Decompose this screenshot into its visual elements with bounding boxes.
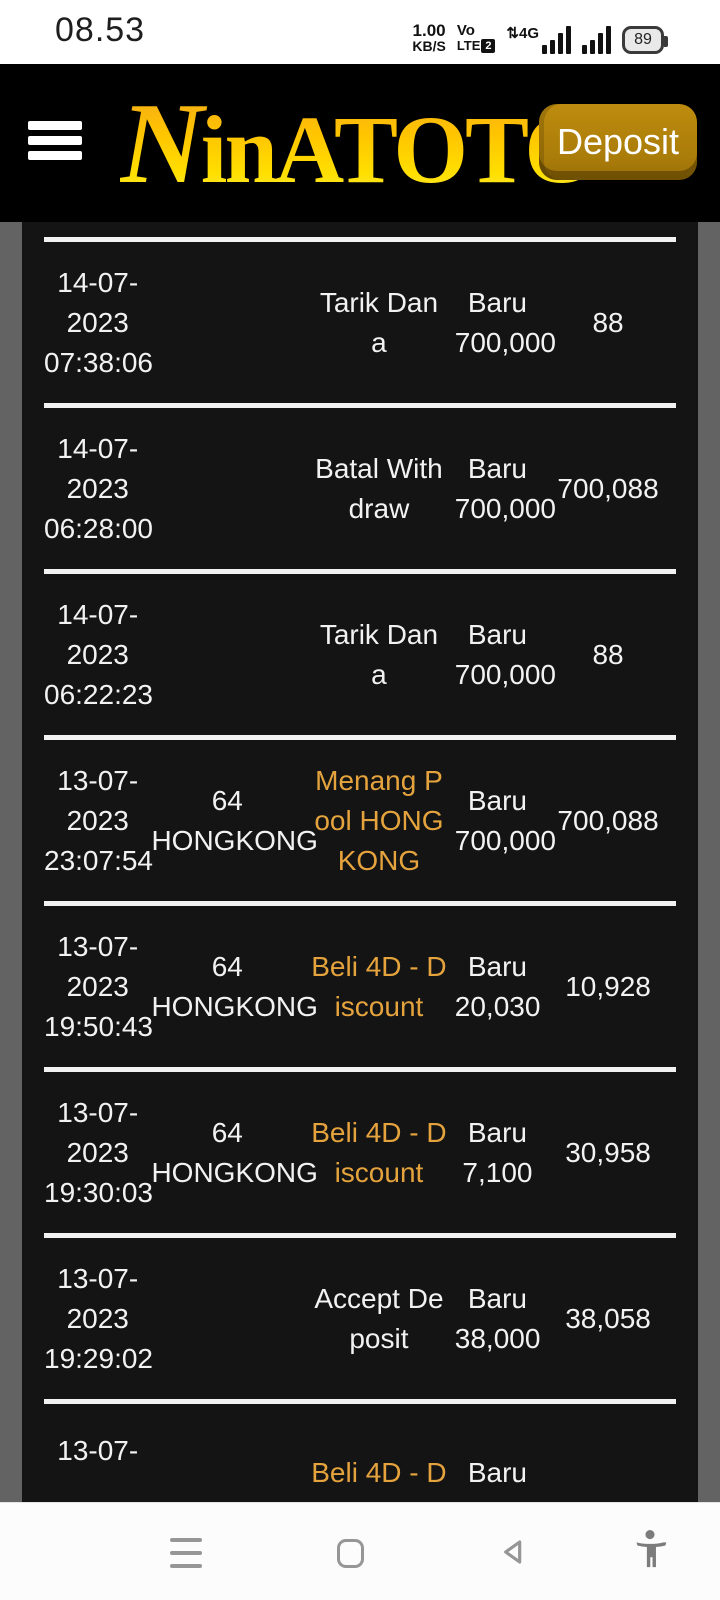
cell-transaction-type: Batal With draw (315, 452, 443, 524)
table-row: 14-07- 2023 06:28:00 Batal With draw Bar… (44, 403, 676, 569)
brand-logo: NinATOTO (120, 64, 596, 222)
cell-market: 64 HONGKONG (151, 784, 318, 856)
transactions-table: 14-07- 2023 07:38:06 Tarik Dan a Baru 70… (44, 237, 676, 1502)
accessibility-icon[interactable] (633, 1528, 667, 1578)
cell-datetime: 13-07- (57, 1435, 139, 1466)
cell-market: 64 HONGKONG (151, 950, 318, 1022)
home-icon[interactable] (337, 1539, 364, 1568)
cell-balance: 30,958 (565, 1136, 651, 1168)
deposit-button[interactable]: Deposit (539, 104, 697, 180)
cell-datetime: 13-07- 2023 19:50:43 (44, 930, 153, 1042)
cell-balance: 88 (592, 306, 624, 338)
clock: 08.53 (55, 11, 146, 49)
cell-amount: Baru 7,100 (462, 1116, 533, 1188)
cell-amount: Baru 700,000 (454, 618, 556, 690)
cell-datetime: 13-07- 2023 19:30:03 (44, 1096, 153, 1208)
back-icon[interactable] (499, 1536, 531, 1568)
cell-amount: Baru 700,000 (454, 452, 556, 524)
cell-balance: 88 (592, 638, 624, 670)
cell-market: 64 HONGKONG (151, 1116, 318, 1188)
battery-icon: 89 (622, 26, 668, 54)
cell-transaction-type: Tarik Dan a (319, 618, 439, 690)
signal-bars-sim1-icon (542, 24, 571, 54)
cell-amount: Baru 700,000 (454, 784, 556, 856)
table-row: 14-07- 2023 07:38:06 Tarik Dan a Baru 70… (44, 237, 676, 403)
page-content: 14-07- 2023 07:38:06 Tarik Dan a Baru 70… (22, 222, 698, 1502)
app-header: NinATOTO Deposit (0, 64, 720, 222)
recents-icon[interactable] (170, 1538, 202, 1577)
cell-balance: 700,088 (557, 472, 659, 504)
cell-transaction-type: Beli 4D - D (311, 1457, 447, 1488)
android-nav-bar (0, 1502, 720, 1600)
cell-balance: 38,058 (565, 1302, 651, 1334)
table-row: 14-07- 2023 06:22:23 Tarik Dan a Baru 70… (44, 569, 676, 735)
cell-amount: Baru (467, 1457, 528, 1488)
cell-datetime: 13-07- 2023 19:29:02 (44, 1262, 153, 1374)
cell-transaction-type: Accept De posit (314, 1282, 444, 1354)
signal-4g-icon: ⇅4G (506, 24, 571, 54)
cell-balance: 10,928 (565, 970, 651, 1002)
cell-transaction-type: Tarik Dan a (319, 286, 439, 358)
table-row: 13-07- 2023 19:29:02 Accept De posit Bar… (44, 1233, 676, 1399)
table-row: 13-07- 2023 23:07:54 64 HONGKONG Menang … (44, 735, 676, 901)
cell-amount: Baru 38,000 (454, 1282, 541, 1354)
battery-percent: 89 (634, 31, 652, 48)
cell-amount: Baru 20,030 (454, 950, 541, 1022)
table-row: 13-07- 2023 19:30:03 64 HONGKONG Beli 4D… (44, 1067, 676, 1233)
status-bar: 08.53 1.00 KB/S Vo LTE 2 ⇅4G 89 (0, 0, 720, 64)
cell-transaction-type: Beli 4D - D iscount (311, 1116, 447, 1188)
menu-icon[interactable] (28, 121, 82, 166)
cell-balance: 700,088 (557, 804, 659, 836)
cell-transaction-type: Menang P ool HONG KONG (314, 764, 444, 876)
table-row: 13-07- 2023 19:50:43 64 HONGKONG Beli 4D… (44, 901, 676, 1067)
signal-bars-sim2-icon (582, 24, 611, 54)
cell-amount: Baru 700,000 (454, 286, 556, 358)
sim2-badge: 2 (481, 39, 496, 53)
volte-icon: Vo LTE 2 (457, 23, 496, 54)
status-icons: 1.00 KB/S Vo LTE 2 ⇅4G 89 (412, 12, 668, 54)
table-row: 13-07- Beli 4D - D Baru (44, 1399, 676, 1502)
cell-transaction-type: Beli 4D - D iscount (311, 950, 447, 1022)
cell-datetime: 14-07- 2023 06:22:23 (44, 598, 153, 710)
network-speed-indicator: 1.00 KB/S (412, 21, 446, 54)
cell-datetime: 13-07- 2023 23:07:54 (44, 764, 153, 876)
cell-datetime: 14-07- 2023 07:38:06 (44, 266, 153, 378)
cell-datetime: 14-07- 2023 06:28:00 (44, 432, 153, 544)
